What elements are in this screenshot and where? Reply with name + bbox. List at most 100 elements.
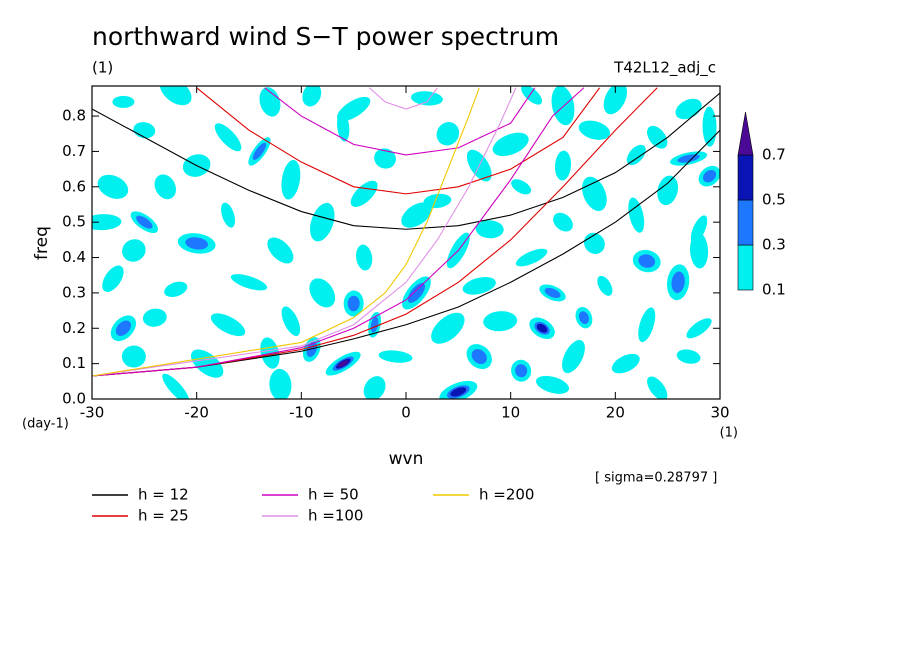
contour-blob <box>611 353 640 374</box>
legend-label: h =100 <box>308 507 363 525</box>
contour-blob <box>511 179 532 195</box>
colorbar-segment <box>737 154 754 201</box>
x-tick-label: -30 <box>80 404 105 422</box>
contour-blob <box>347 295 360 312</box>
contour-blob <box>162 373 190 399</box>
run-label: T42L12_adj_c <box>613 59 716 78</box>
contour-blob <box>356 244 373 271</box>
x-axis-label: wvn <box>389 449 424 469</box>
contour-blob <box>142 308 167 327</box>
contour-blob <box>647 125 668 149</box>
contour-blob <box>338 360 349 367</box>
contour-field <box>92 86 720 399</box>
contour-blob <box>281 306 301 336</box>
contour-blob <box>431 312 465 344</box>
contour-blob <box>515 364 528 378</box>
contour-blob <box>462 277 496 295</box>
contour-blob <box>628 197 645 233</box>
contour-blob <box>475 220 504 239</box>
chart-title: northward wind S−T power spectrum <box>92 22 559 51</box>
contour-blob <box>370 317 379 333</box>
x-tick-label: 0 <box>401 404 411 422</box>
colorbar-label: 0.1 <box>762 281 786 299</box>
dispersion-curve <box>368 87 438 110</box>
contour-blob <box>97 174 129 199</box>
contour-blob <box>492 132 529 157</box>
dispersion-curve <box>92 87 585 377</box>
contour-blob <box>302 86 322 107</box>
contour-blob <box>536 323 548 333</box>
dispersion-curves <box>92 87 720 377</box>
contour-blob <box>471 349 487 365</box>
contour-blob <box>551 86 575 126</box>
dispersion-curve <box>196 87 601 195</box>
contour-blob <box>647 376 668 399</box>
contour-blob <box>210 313 246 337</box>
contour-blob <box>554 150 572 181</box>
colorbar-label: 0.3 <box>762 236 786 254</box>
contour-blob <box>164 281 188 298</box>
dispersion-curve <box>92 92 720 230</box>
contour-blob <box>638 254 656 268</box>
contour-blob <box>553 212 573 232</box>
contour-blob <box>578 120 611 140</box>
y-tick-label: 0.6 <box>62 177 86 195</box>
y-tick-label: 0.7 <box>62 142 86 160</box>
colorbar-segment <box>737 244 754 291</box>
contour-blob <box>578 311 589 325</box>
x-tick-label: 30 <box>710 404 729 422</box>
contour-blob <box>115 320 131 336</box>
contour-blob <box>544 287 561 298</box>
dispersion-curve <box>92 87 480 377</box>
contour-blob <box>190 349 224 378</box>
contour-blob <box>676 349 701 364</box>
y-unit: (day-1) <box>22 417 69 432</box>
contour-blob <box>102 265 124 292</box>
legend-label: h = 50 <box>308 486 359 504</box>
contour-blob <box>450 387 467 397</box>
x-tick-label: 10 <box>501 404 520 422</box>
y-tick-label: 0.3 <box>62 283 86 301</box>
contour-blob <box>374 148 396 169</box>
contour-blob <box>515 248 548 267</box>
y-tick-label: 0.5 <box>62 213 86 231</box>
colorbar-label: 0.7 <box>762 146 786 164</box>
contour-blob <box>597 275 613 296</box>
contour-blob <box>638 307 656 343</box>
contour-blob <box>378 350 413 363</box>
legend-label: h =200 <box>479 486 534 504</box>
contour-blob <box>267 237 294 264</box>
contour-blob <box>603 86 628 115</box>
dispersion-curve <box>92 87 658 377</box>
contour-blob <box>626 144 646 166</box>
contour-blob <box>350 180 378 208</box>
dispersion-curve <box>92 129 720 377</box>
contour-blob <box>269 368 292 399</box>
contour-blob <box>582 176 607 211</box>
contour-blob <box>281 159 301 200</box>
x-unit: (1) <box>720 426 738 441</box>
y-axis-label: freq <box>32 226 52 260</box>
contour-blob <box>562 340 585 374</box>
contour-blob <box>583 232 605 254</box>
subtitle: (1) <box>92 59 113 77</box>
contour-blob <box>686 318 712 339</box>
contour-blob <box>671 271 685 294</box>
contour-blob <box>410 91 443 106</box>
x-tick-label: -10 <box>289 404 314 422</box>
contour-blob <box>536 375 570 394</box>
contour-blob <box>309 278 336 308</box>
y-tick-label: 0.2 <box>62 319 86 337</box>
contour-blob <box>136 215 153 229</box>
contour-blob <box>483 311 518 332</box>
contour-blob <box>436 122 460 146</box>
x-tick-label: -20 <box>184 404 209 422</box>
contour-blob <box>259 87 281 117</box>
contour-blob <box>112 95 135 108</box>
y-tick-label: 0.0 <box>62 390 86 408</box>
contour-blob <box>407 282 426 303</box>
contour-blob <box>159 86 192 106</box>
contour-blob <box>122 239 146 262</box>
legend-label: h = 12 <box>138 486 189 504</box>
